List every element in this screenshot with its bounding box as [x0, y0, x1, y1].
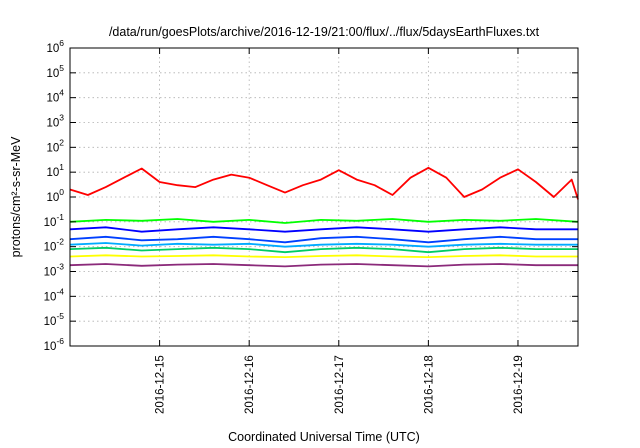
series-line — [69, 254, 578, 259]
x-axis: 2016-12-15 2016-12-16 2016-12-17 2016-12-18… — [155, 48, 525, 414]
y-tick-label: 10-2 — [44, 237, 65, 254]
y-tick-label: 102 — [46, 137, 64, 154]
y-tick-label: 100 — [46, 187, 64, 204]
y-tick-label: 104 — [46, 88, 64, 105]
series-line — [69, 235, 578, 244]
y-tick-label: 10-4 — [44, 286, 65, 303]
series-line — [69, 166, 579, 200]
y-tick-label: 103 — [46, 113, 64, 130]
series-line — [69, 242, 578, 248]
series-group — [69, 166, 579, 268]
x-tick-label: 2016-12-19 — [513, 355, 525, 414]
y-axis-label: protons/cm²-s-sr-MeV — [9, 136, 23, 258]
series-line — [69, 218, 579, 224]
y-tick-label: 105 — [46, 63, 64, 80]
x-axis-label: Coordinated Universal Time (UTC) — [228, 430, 420, 444]
plot-frame — [69, 47, 579, 347]
y-axis: 10-6 10-5 10-4 10-3 10-2 10-1 100 101 102 103 104 1… — [44, 38, 578, 353]
chart-title: /data/run/goesPlots/archive/2016-12-19/2… — [109, 25, 540, 39]
y-tick-label: 106 — [46, 38, 64, 55]
y-tick-label: 10-1 — [44, 212, 65, 229]
series-line — [69, 246, 578, 254]
x-tick-label: 2016-12-15 — [155, 355, 167, 414]
x-tick-label: 2016-12-17 — [334, 355, 346, 414]
y-tick-label: 10-3 — [44, 262, 65, 279]
x-tick-label: 2016-12-16 — [244, 355, 256, 414]
x-tick-label: 2016-12-18 — [423, 355, 435, 414]
series-line — [69, 226, 578, 233]
grid — [70, 48, 578, 346]
y-tick-label: 10-6 — [44, 336, 65, 353]
y-tick-label: 10-5 — [44, 311, 65, 328]
series-line — [69, 263, 578, 268]
y-tick-label: 101 — [46, 162, 64, 179]
